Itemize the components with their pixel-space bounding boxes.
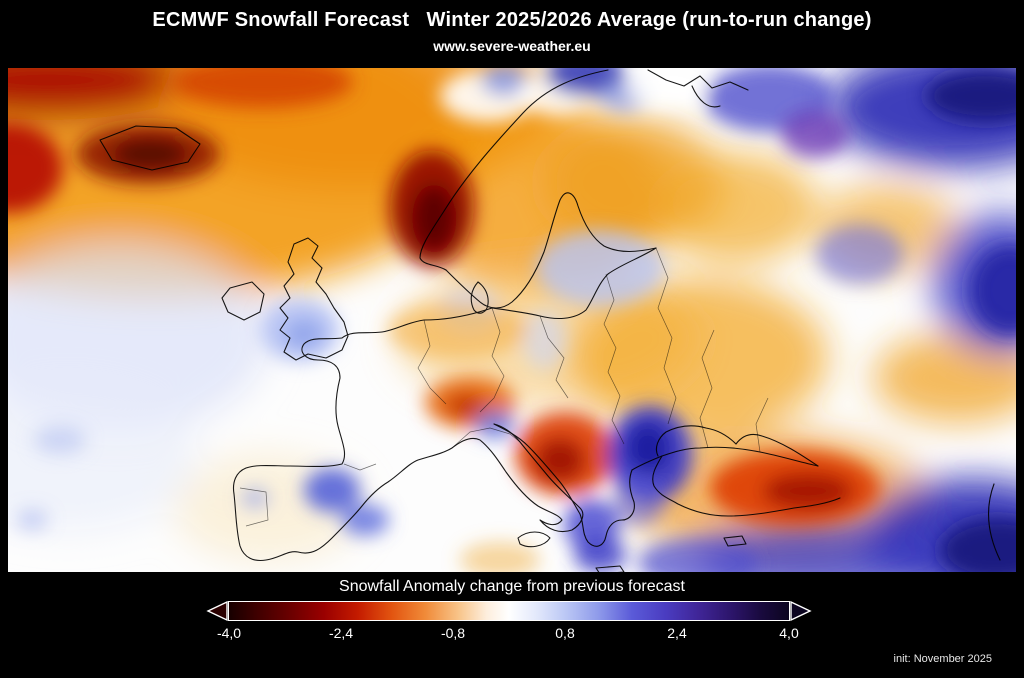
coastlines xyxy=(99,69,1001,572)
colorbar xyxy=(206,600,812,622)
site-url: www.severe-weather.eu xyxy=(433,38,591,54)
colorbar-tick: 4,0 xyxy=(779,625,799,641)
colorbar-tick: -0,8 xyxy=(440,625,466,641)
colorbar-ticks: -4,0 -2,4 -0,8 0,8 2,4 4,0 xyxy=(217,625,799,643)
page-title: ECMWF Snowfall Forecast Winter 2025/2026… xyxy=(152,9,872,31)
colorbar-tick: -4,0 xyxy=(216,625,242,641)
colorbar-tick: -2,4 xyxy=(328,625,354,641)
colorbar-right-arrow-icon xyxy=(790,600,812,622)
colorbar-gradient xyxy=(228,601,790,621)
colorbar-tick: 0,8 xyxy=(555,625,575,641)
colorbar-title: Snowfall Anomaly change from previous fo… xyxy=(339,578,685,595)
europe-map-svg xyxy=(8,68,1016,572)
anomaly-field-cores xyxy=(8,68,1016,572)
colorbar-tick: 2,4 xyxy=(667,625,687,641)
weather-map xyxy=(8,68,1016,572)
init-date-label: init: November 2025 xyxy=(893,653,992,665)
colorbar-left-arrow-icon xyxy=(206,600,228,622)
country-borders xyxy=(239,247,769,527)
